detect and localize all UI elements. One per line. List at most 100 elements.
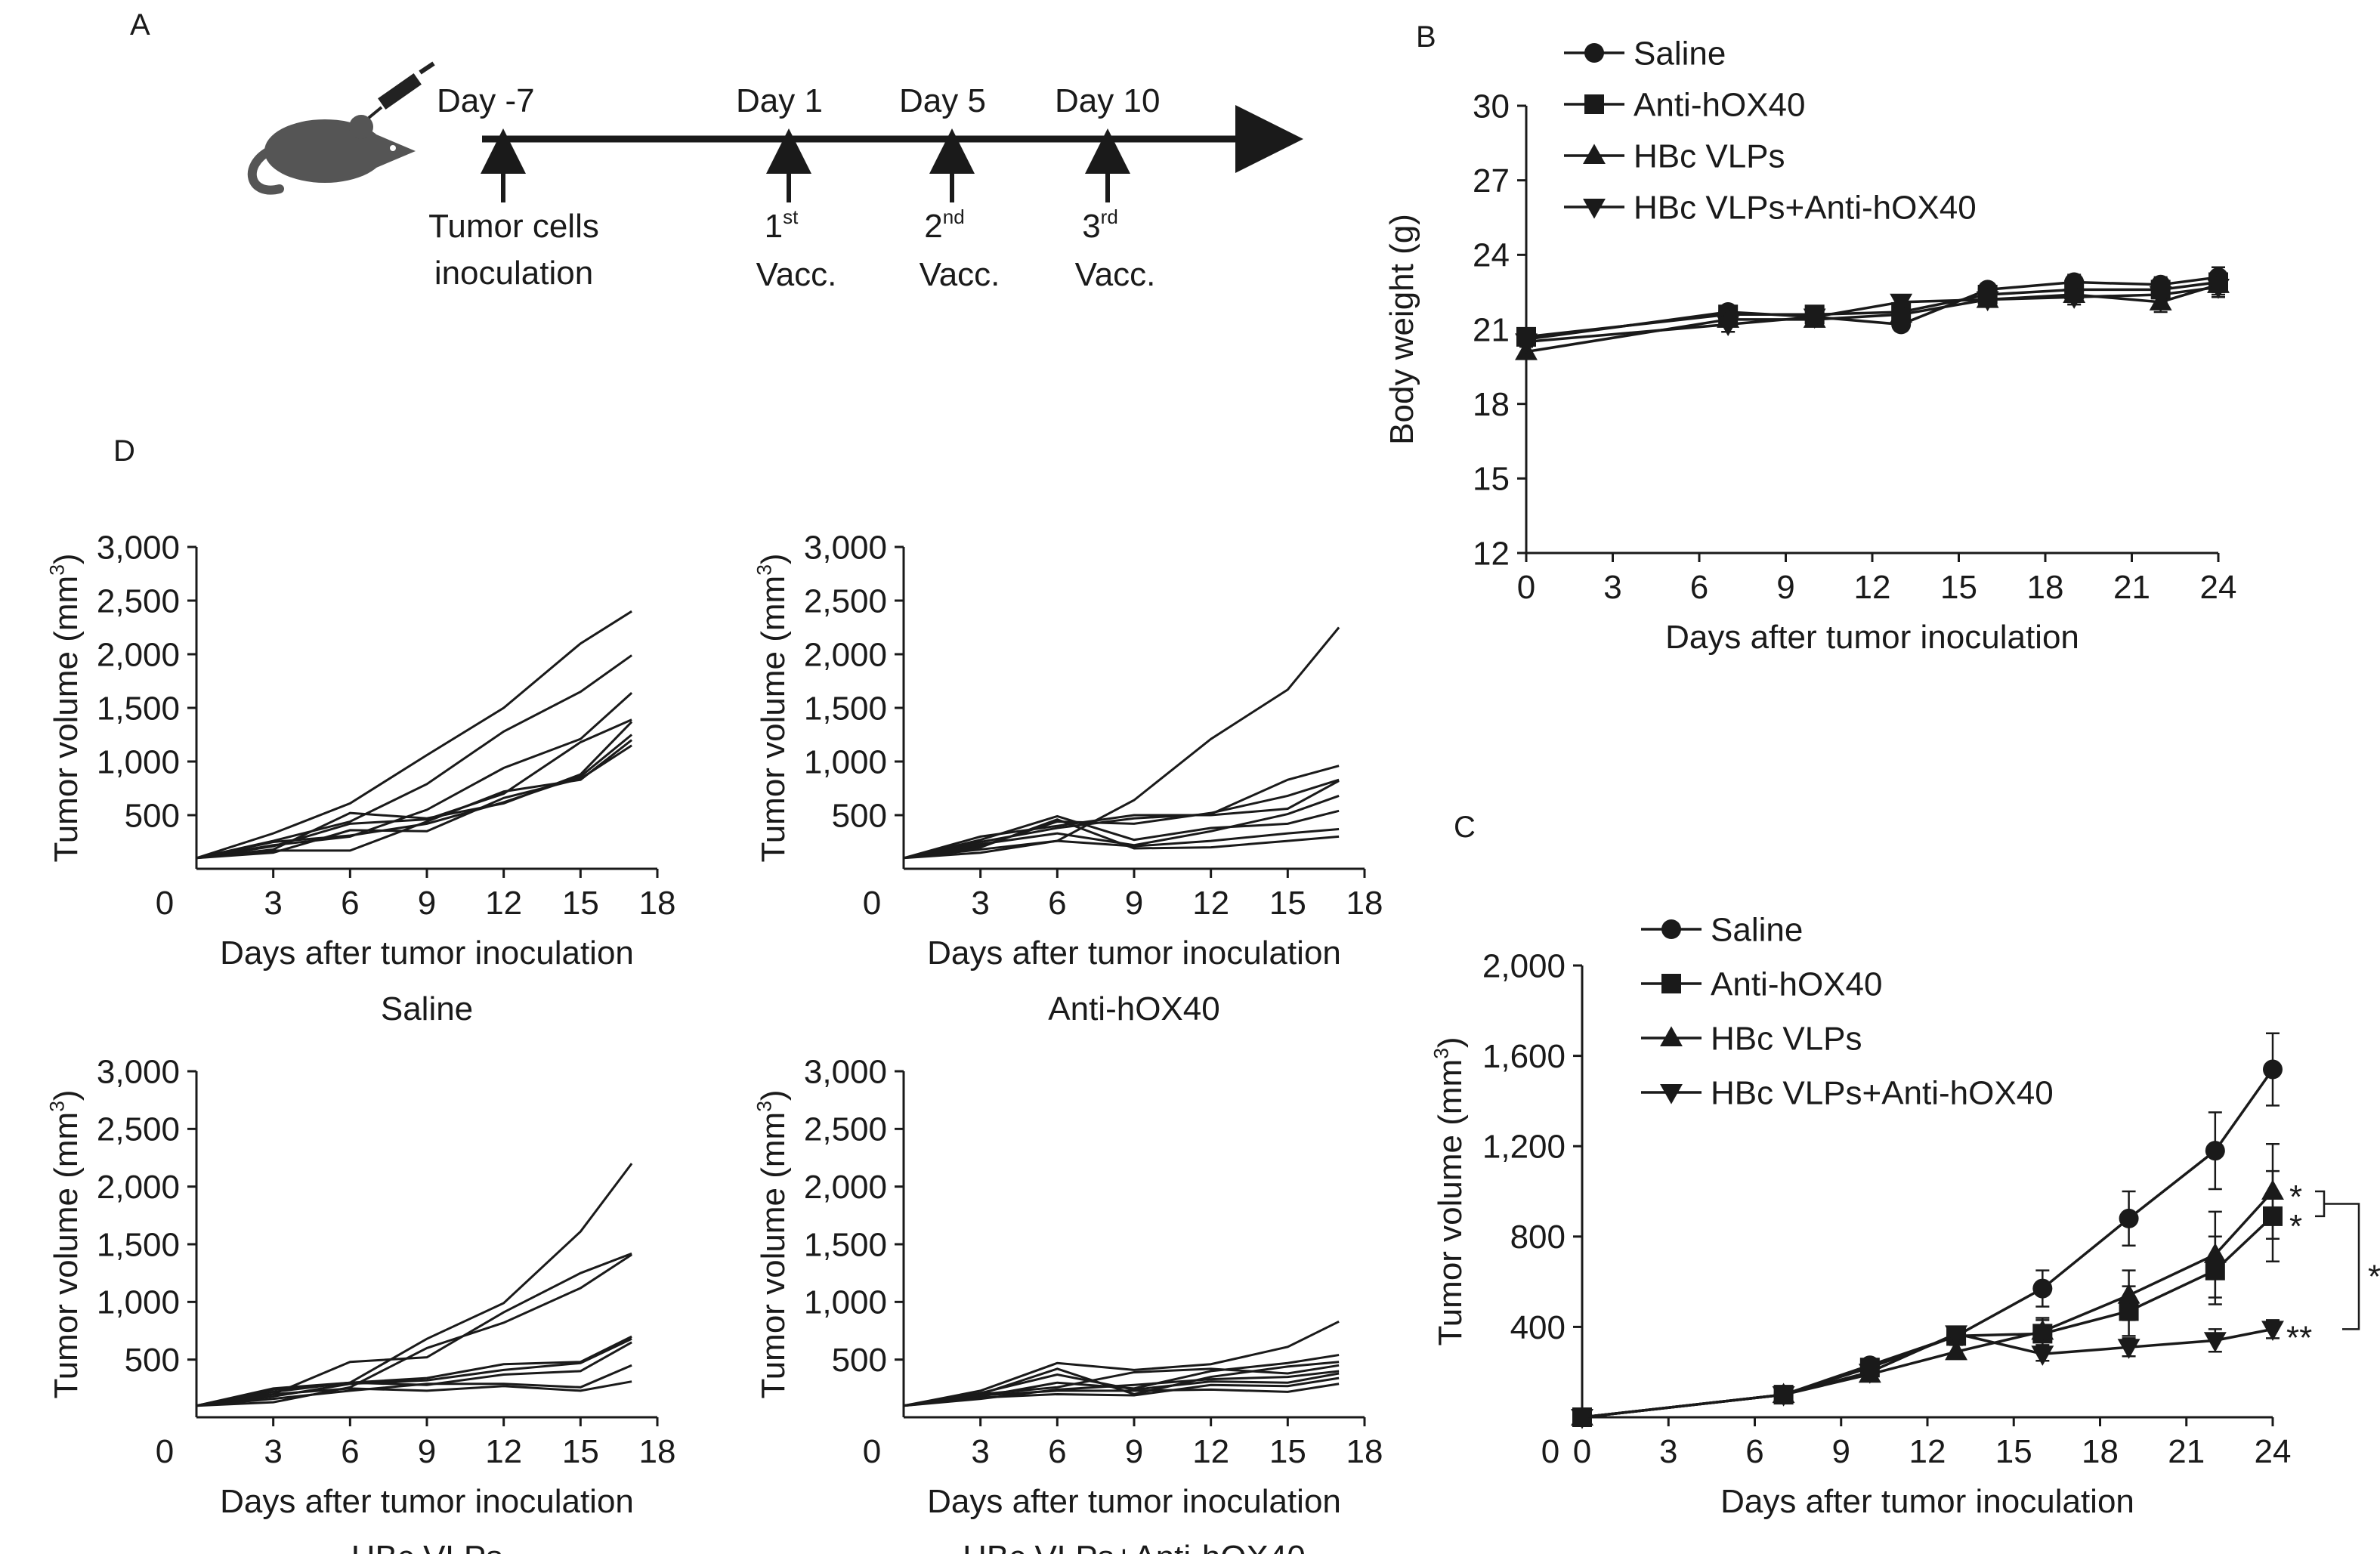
y-tick-label: 2,500 xyxy=(97,1111,180,1148)
individual-curve xyxy=(903,1320,1340,1407)
individual-curve xyxy=(196,1341,632,1407)
data-point xyxy=(2263,1059,2283,1080)
series-triangle-down xyxy=(1515,276,2230,354)
y-tick-label: 1,500 xyxy=(97,690,180,727)
x-tick-label: 9 xyxy=(1776,569,1794,606)
series-square xyxy=(1572,1169,2283,1427)
y-tick-label: 2,500 xyxy=(804,582,887,619)
x-tick-label: 12 xyxy=(1192,1433,1229,1470)
series-triangle-up xyxy=(1515,273,2230,360)
data-point xyxy=(2031,1345,2054,1366)
x-tick-label: 15 xyxy=(562,885,599,922)
series-line xyxy=(1525,283,2219,354)
panel-label-c: C xyxy=(1454,811,1476,844)
x-axis-label: Days after tumor inoculation xyxy=(927,935,1341,972)
x-tick-label: 9 xyxy=(1832,1433,1850,1470)
series-line xyxy=(1525,286,2219,344)
timeline-event-label: Tumor cells xyxy=(428,208,599,245)
x-tick-label: 18 xyxy=(2027,569,2064,606)
individual-curve xyxy=(903,626,1340,860)
data-point xyxy=(1584,43,1604,63)
x-tick-label: 12 xyxy=(1909,1433,1946,1470)
x-tick-label: 9 xyxy=(1125,885,1143,922)
chart-panel-d-anti-hox40: 500 1,000 1,500 2,000 2,500 3,000 3 6 9 12 15 18 0 Da… xyxy=(753,529,1383,1027)
significance-marker: * xyxy=(2368,1258,2380,1295)
timeline-panel: Day -7 Tumor cells inoculation Day 1 1st Vacc… xyxy=(247,61,1303,293)
timeline-day-label: Day 10 xyxy=(1055,82,1160,119)
chart-title: Saline xyxy=(381,990,473,1027)
y-tick-label: 1,000 xyxy=(804,743,887,780)
origin-label: 0 xyxy=(863,1433,881,1470)
individual-curve xyxy=(196,734,633,860)
series-line xyxy=(1581,1215,2274,1419)
y-tick-label: 1,000 xyxy=(97,1284,180,1321)
data-point xyxy=(2261,1321,2284,1341)
y-tick-label: 1,500 xyxy=(97,1226,180,1263)
y-tick-label: 1,200 xyxy=(1482,1129,1566,1166)
y-tick-label: 500 xyxy=(832,1342,887,1379)
individual-curve xyxy=(196,610,632,860)
x-tick-label: 9 xyxy=(418,885,436,922)
syringe-icon xyxy=(367,61,435,119)
data-point xyxy=(1945,1339,1968,1361)
timeline-day-label: Day 5 xyxy=(899,82,986,119)
individual-curve xyxy=(196,654,632,860)
y-axis-label-superscript: 3 xyxy=(753,564,775,576)
x-tick-label: 18 xyxy=(1346,885,1383,922)
data-point xyxy=(2203,1243,2227,1263)
x-tick-label: 12 xyxy=(1854,569,1891,606)
significance-bracket xyxy=(2324,1203,2360,1330)
y-axis-label: Tumor volume (mm3) xyxy=(45,1089,85,1398)
timeline-event-ordinal: 2nd xyxy=(924,205,964,245)
x-tick-label: 24 xyxy=(2200,569,2237,606)
y-axis-label-superscript: 3 xyxy=(45,564,68,576)
data-point xyxy=(2117,1339,2140,1359)
legend-label: Anti-hOX40 xyxy=(1634,86,1805,123)
x-tick-label: 12 xyxy=(1192,885,1229,922)
x-tick-label: 18 xyxy=(1346,1433,1383,1470)
individual-curve xyxy=(196,744,632,860)
legend-label: Anti-hOX40 xyxy=(1711,965,1882,1003)
x-tick-label: 21 xyxy=(2168,1433,2205,1470)
origin-label: 0 xyxy=(1541,1433,1559,1470)
data-point xyxy=(1660,1026,1683,1047)
individual-curve xyxy=(903,1364,1340,1407)
x-tick-label: 6 xyxy=(341,885,359,922)
y-tick-label: 2,000 xyxy=(1482,947,1566,984)
y-axis-label: Tumor volume (mm3) xyxy=(45,553,85,862)
y-axis-label: Tumor volume (mm3) xyxy=(1430,1037,1469,1345)
legend-label: HBc VLPs+Anti-hOX40 xyxy=(1711,1074,2054,1111)
y-tick-label: 3,000 xyxy=(97,1053,180,1090)
chart-panel-b: 12 15 18 21 24 27 30 0 3 6 9 12 15 18 21 24 Days after t… xyxy=(1383,35,2236,656)
timeline-event-ordinal: 1st xyxy=(765,205,799,245)
series-line xyxy=(1581,1190,2274,1419)
y-tick-label: 3,000 xyxy=(804,1053,887,1090)
y-tick-label: 30 xyxy=(1473,88,1510,125)
individual-curve xyxy=(903,1372,1340,1407)
chart-title: HBc VLPs xyxy=(351,1539,503,1554)
y-tick-label: 3,000 xyxy=(97,529,180,566)
data-point xyxy=(1584,94,1604,114)
individual-curve xyxy=(903,1383,1340,1407)
x-tick-label: 6 xyxy=(1048,1433,1066,1470)
legend: Saline Anti-hOX40 HBc VLPs HBc VLPs+Anti-hO… xyxy=(1564,35,1977,226)
x-tick-label: 9 xyxy=(418,1433,436,1470)
x-tick-label: 15 xyxy=(1995,1433,2032,1470)
data-point xyxy=(1660,1083,1683,1104)
origin-label: 0 xyxy=(156,885,174,922)
individual-curve xyxy=(196,1163,633,1407)
y-tick-label: 15 xyxy=(1473,461,1510,498)
legend-label: Saline xyxy=(1711,911,1803,948)
x-tick-label: 6 xyxy=(1048,885,1066,922)
significance-marker: ** xyxy=(2286,1319,2312,1356)
individual-curve xyxy=(903,765,1340,860)
individual-curve xyxy=(196,1337,632,1407)
significance-bracket xyxy=(2315,1190,2326,1218)
y-tick-label: 1,000 xyxy=(804,1284,887,1321)
y-tick-label: 21 xyxy=(1473,311,1510,348)
individual-curve xyxy=(196,1253,632,1407)
series-triangle-down xyxy=(1571,1319,2284,1429)
y-tick-label: 24 xyxy=(1473,237,1510,274)
y-tick-label: 2,000 xyxy=(804,1169,887,1206)
